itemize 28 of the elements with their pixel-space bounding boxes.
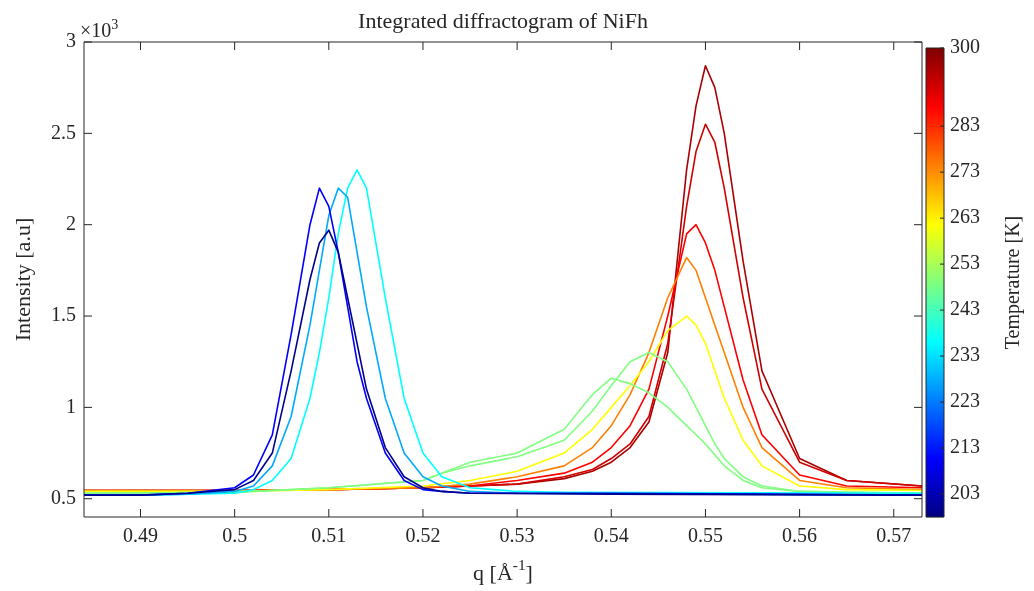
x-tick-label: 0.53 bbox=[499, 524, 535, 547]
x-tick-label: 0.57 bbox=[876, 524, 912, 547]
color-bar-title: Temperature [K] bbox=[1001, 215, 1025, 350]
y-tick-label: 3 bbox=[66, 29, 76, 52]
y-tick-label: 1.5 bbox=[51, 303, 76, 326]
color-bar-label: 223 bbox=[950, 389, 980, 412]
y-tick-label: 2.5 bbox=[51, 120, 76, 143]
x-tick-label: 0.56 bbox=[782, 524, 818, 547]
x-tick-label: 0.55 bbox=[687, 524, 723, 547]
x-tick-label: 0.51 bbox=[311, 524, 347, 547]
chart-title: Integrated diffractogram of NiFh bbox=[358, 7, 648, 33]
y-tick-label: 2 bbox=[66, 211, 76, 234]
color-bar-label: 283 bbox=[950, 113, 980, 136]
y-tick-label: 0.5 bbox=[51, 485, 76, 508]
color-bar-label: 233 bbox=[950, 343, 980, 366]
y-tick-label: 1 bbox=[66, 394, 76, 417]
color-bar-label: 263 bbox=[950, 205, 980, 228]
x-tick-label: 0.5 bbox=[222, 524, 248, 547]
x-tick-label: 0.52 bbox=[405, 524, 441, 547]
x-tick-label: 0.49 bbox=[122, 524, 158, 547]
color-bar-label: 300 bbox=[950, 35, 980, 58]
color-bar-label: 203 bbox=[950, 481, 980, 504]
color-bar-label: 243 bbox=[950, 297, 980, 320]
color-bar-label: 213 bbox=[950, 435, 980, 458]
color-bar-label: 253 bbox=[950, 251, 980, 274]
color-bar-label: 273 bbox=[950, 159, 980, 182]
y-axis-title: Intensity [a.u] bbox=[9, 217, 35, 342]
x-tick-label: 0.54 bbox=[593, 524, 629, 547]
